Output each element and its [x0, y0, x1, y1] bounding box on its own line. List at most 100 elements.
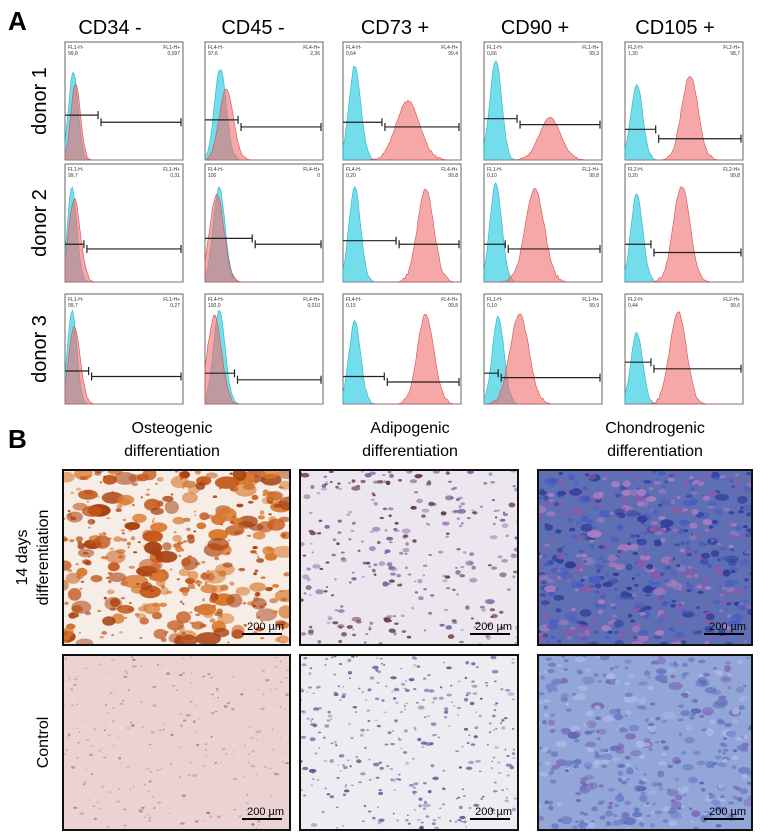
cell	[74, 470, 93, 481]
cell	[540, 746, 549, 753]
marker-histogram	[343, 188, 461, 283]
cell	[488, 731, 492, 734]
cell	[690, 713, 696, 717]
cell	[372, 665, 379, 670]
cell	[495, 702, 499, 705]
cell	[660, 613, 670, 620]
cell	[687, 565, 693, 569]
cell	[116, 800, 121, 803]
cell	[98, 532, 103, 536]
cell	[424, 716, 426, 719]
cell	[594, 705, 601, 710]
cell	[129, 788, 132, 790]
cell	[232, 470, 247, 481]
cell	[243, 688, 247, 690]
cell	[153, 628, 168, 640]
cell	[412, 539, 417, 543]
cell	[332, 538, 337, 542]
cell	[682, 508, 689, 512]
cell	[240, 693, 244, 696]
cell	[480, 797, 484, 800]
cell	[423, 807, 426, 810]
cell	[547, 800, 553, 805]
cell	[75, 563, 79, 566]
cell	[348, 723, 351, 726]
cell	[324, 787, 328, 790]
cell	[170, 493, 174, 496]
cell	[368, 565, 372, 568]
cell	[558, 471, 564, 476]
cell	[181, 558, 192, 567]
cell	[334, 578, 337, 581]
cell	[637, 538, 647, 546]
cell	[317, 779, 320, 781]
cell	[131, 665, 137, 668]
cell	[117, 494, 135, 505]
marker-histogram	[64, 326, 183, 405]
cell	[195, 613, 201, 617]
cell	[272, 610, 278, 614]
cell	[348, 581, 352, 584]
cell	[76, 675, 79, 678]
cell	[579, 811, 585, 815]
cell	[642, 586, 655, 593]
cell	[580, 585, 595, 594]
cell	[245, 808, 249, 811]
cell	[243, 776, 246, 778]
cell	[269, 598, 278, 604]
cell	[406, 635, 412, 639]
cell	[104, 757, 107, 759]
cell	[457, 818, 462, 822]
cell	[235, 586, 251, 596]
cell	[480, 697, 483, 700]
cell	[734, 532, 740, 536]
cell	[178, 568, 191, 577]
cell	[423, 677, 427, 680]
cell	[722, 751, 726, 755]
cell	[551, 640, 558, 645]
gate-value: 0	[317, 173, 320, 179]
cell	[311, 778, 315, 780]
cell	[723, 507, 730, 512]
cell	[347, 759, 350, 762]
cell	[121, 538, 128, 542]
cell	[712, 519, 718, 524]
cell	[737, 495, 748, 504]
cell	[658, 786, 664, 791]
cell	[718, 783, 725, 789]
cell	[339, 770, 342, 772]
cell	[199, 512, 210, 521]
cell	[651, 802, 657, 806]
cell	[609, 536, 620, 543]
cell	[352, 571, 355, 574]
cell	[178, 746, 181, 749]
cell	[369, 530, 374, 534]
cell	[389, 541, 393, 544]
gate-value: 99,9	[589, 303, 599, 309]
cell	[403, 729, 408, 733]
cell	[196, 522, 207, 530]
cell	[704, 604, 712, 609]
cell	[261, 669, 265, 673]
cell	[456, 593, 459, 596]
cell	[405, 819, 409, 822]
cell	[378, 791, 384, 796]
cell	[551, 823, 560, 829]
cell	[194, 514, 197, 517]
cell	[615, 749, 625, 754]
cell	[459, 524, 463, 528]
cell	[246, 794, 249, 796]
cell	[556, 553, 565, 560]
cell	[658, 527, 665, 532]
cell	[348, 482, 351, 484]
cell	[121, 661, 124, 663]
cell	[251, 750, 255, 753]
cell	[90, 744, 94, 747]
cell	[348, 510, 353, 514]
gate-value: 99,8	[730, 173, 740, 179]
cell	[277, 635, 289, 644]
cell	[387, 507, 394, 511]
cell	[742, 773, 748, 779]
cell	[699, 714, 705, 719]
cell	[567, 731, 580, 740]
